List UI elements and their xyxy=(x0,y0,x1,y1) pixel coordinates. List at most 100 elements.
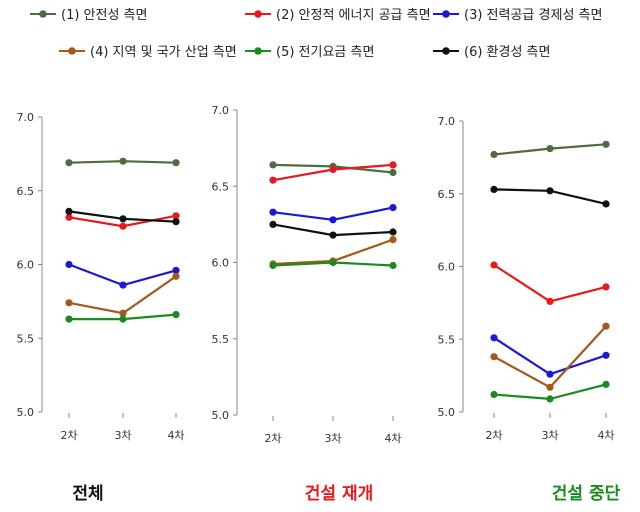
data-point xyxy=(172,159,180,167)
data-point xyxy=(65,299,73,307)
data-point xyxy=(602,380,610,388)
y-tick-label: 5.0 xyxy=(438,406,456,419)
x-tick-label: 4차 xyxy=(167,429,184,442)
data-point xyxy=(602,200,610,208)
data-point xyxy=(65,315,73,323)
x-tick-label: 2차 xyxy=(60,429,77,442)
x-tick-label: 3차 xyxy=(324,432,341,445)
legend-label: (1) 안전성 측면 xyxy=(61,8,147,23)
data-point xyxy=(269,176,277,184)
series-line xyxy=(493,325,607,389)
legend-marker xyxy=(68,47,76,55)
data-point xyxy=(389,161,397,169)
legend-entry: (6) 환경성 측면 xyxy=(433,45,550,60)
data-point xyxy=(172,218,180,226)
legend-marker xyxy=(254,47,262,55)
data-point xyxy=(172,272,180,280)
data-point xyxy=(546,383,554,391)
legend-entry: (5) 전기요금 측면 xyxy=(245,45,374,60)
y-tick-label: 5.0 xyxy=(17,406,35,419)
data-point xyxy=(602,283,610,291)
data-point xyxy=(172,311,180,319)
data-point xyxy=(546,187,554,195)
data-point xyxy=(546,297,554,305)
data-point xyxy=(490,261,498,269)
data-point xyxy=(329,231,337,239)
data-point xyxy=(546,395,554,403)
y-tick-label: 5.0 xyxy=(212,409,230,422)
data-point xyxy=(329,258,337,267)
y-tick-label: 6.5 xyxy=(212,180,230,193)
legend-label: (3) 전력공급 경제성 측면 xyxy=(464,8,602,23)
data-point xyxy=(269,261,277,270)
y-tick-label: 7.0 xyxy=(438,115,456,128)
x-tick-label: 4차 xyxy=(384,432,401,445)
data-point xyxy=(490,185,498,193)
data-point xyxy=(546,370,554,378)
legend-marker xyxy=(442,10,450,18)
data-point xyxy=(389,236,397,244)
data-point xyxy=(119,281,127,289)
data-point xyxy=(65,260,73,269)
data-point xyxy=(546,145,554,153)
legend-label: (2) 안정적 에너지 공급 측면 xyxy=(276,8,431,23)
data-point xyxy=(329,216,337,224)
data-point xyxy=(602,322,610,330)
data-point xyxy=(389,204,397,212)
x-tick-label: 2차 xyxy=(264,432,281,445)
data-point xyxy=(490,390,498,399)
legend: (1) 안전성 측면 (2) 안정적 에너지 공급 측면 (3) 전력공급 경제성 … xyxy=(30,8,602,60)
data-point xyxy=(269,208,277,216)
y-tick-label: 7.0 xyxy=(212,104,230,117)
data-point xyxy=(172,212,180,220)
legend-entry: (3) 전력공급 경제성 측면 xyxy=(433,8,602,23)
x-tick-label: 3차 xyxy=(541,429,558,442)
data-point xyxy=(389,168,397,177)
data-point xyxy=(602,140,610,148)
y-tick-label: 6.0 xyxy=(438,261,456,274)
legend-label: (5) 전기요금 측면 xyxy=(276,45,374,60)
legend-marker xyxy=(39,10,47,18)
legend-label: (4) 지역 및 국가 산업 측면 xyxy=(90,45,237,60)
panel-title: 건설 재개 xyxy=(305,484,373,504)
y-tick-label: 5.5 xyxy=(17,332,35,345)
y-tick-label: 6.0 xyxy=(17,259,35,272)
legend-marker xyxy=(442,47,450,55)
x-tick-label: 3차 xyxy=(114,429,131,442)
data-point xyxy=(329,165,337,174)
y-tick-label: 5.5 xyxy=(212,333,230,346)
panel-title: 건설 중단 xyxy=(552,484,621,504)
data-point xyxy=(389,261,397,270)
data-point xyxy=(119,315,127,323)
y-tick-label: 7.0 xyxy=(17,111,35,124)
data-point xyxy=(490,353,498,361)
data-point xyxy=(65,159,73,167)
data-point xyxy=(119,215,127,223)
legend-entry: (4) 지역 및 국가 산업 측면 xyxy=(59,45,237,60)
y-tick-label: 6.5 xyxy=(17,185,35,198)
data-point xyxy=(65,213,73,221)
data-point xyxy=(269,220,277,228)
data-point xyxy=(172,266,180,274)
data-point xyxy=(490,150,498,159)
x-tick-label: 4차 xyxy=(597,429,614,442)
data-point xyxy=(119,222,127,230)
x-tick-label: 2차 xyxy=(485,429,502,442)
series-line xyxy=(493,264,607,303)
legend-entry: (1) 안전성 측면 xyxy=(30,8,147,23)
y-tick-label: 6.0 xyxy=(212,257,230,270)
data-point xyxy=(119,157,127,165)
data-point xyxy=(119,309,127,317)
data-point xyxy=(269,161,277,169)
y-tick-label: 6.5 xyxy=(438,188,456,201)
data-point xyxy=(602,351,610,359)
legend-label: (6) 환경성 측면 xyxy=(464,45,550,60)
y-tick-label: 5.5 xyxy=(438,333,456,346)
legend-entry: (2) 안정적 에너지 공급 측면 xyxy=(245,8,431,23)
data-point xyxy=(389,228,397,236)
